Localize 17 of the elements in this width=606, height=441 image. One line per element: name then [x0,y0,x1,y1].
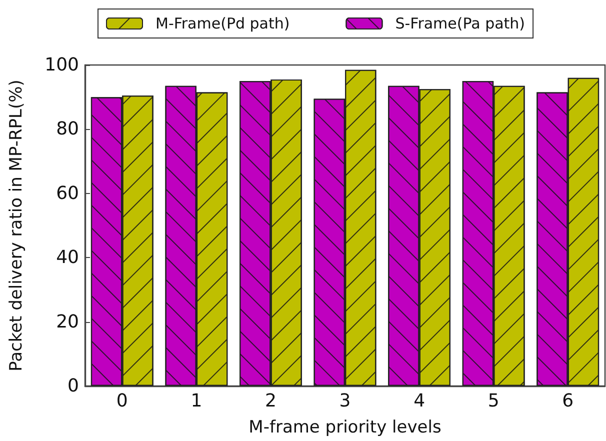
x-tick-label: 4 [414,390,426,412]
x-tick-label: 6 [562,390,574,412]
legend-label: S-Frame(Pa path) [395,14,526,32]
legend-label: M-Frame(Pd path) [156,14,290,32]
y-tick-label: 0 [68,376,79,396]
y-tick-label: 100 [44,54,79,76]
x-tick-label: 1 [190,390,202,412]
y-tick-label: 60 [56,182,79,204]
x-tick-label: 3 [339,390,351,412]
x-tick-label: 0 [116,390,128,412]
x-tick-label: 5 [488,390,500,412]
y-tick-label: 40 [56,247,79,268]
x-axis-title: M-frame priority levels [248,418,442,438]
y-tick-label: 20 [56,311,79,332]
y-axis-title: Packet delivery ratio in MP-RPL(%) [6,80,26,372]
y-tick-label: 80 [56,118,79,140]
x-tick-label: 2 [264,390,276,412]
